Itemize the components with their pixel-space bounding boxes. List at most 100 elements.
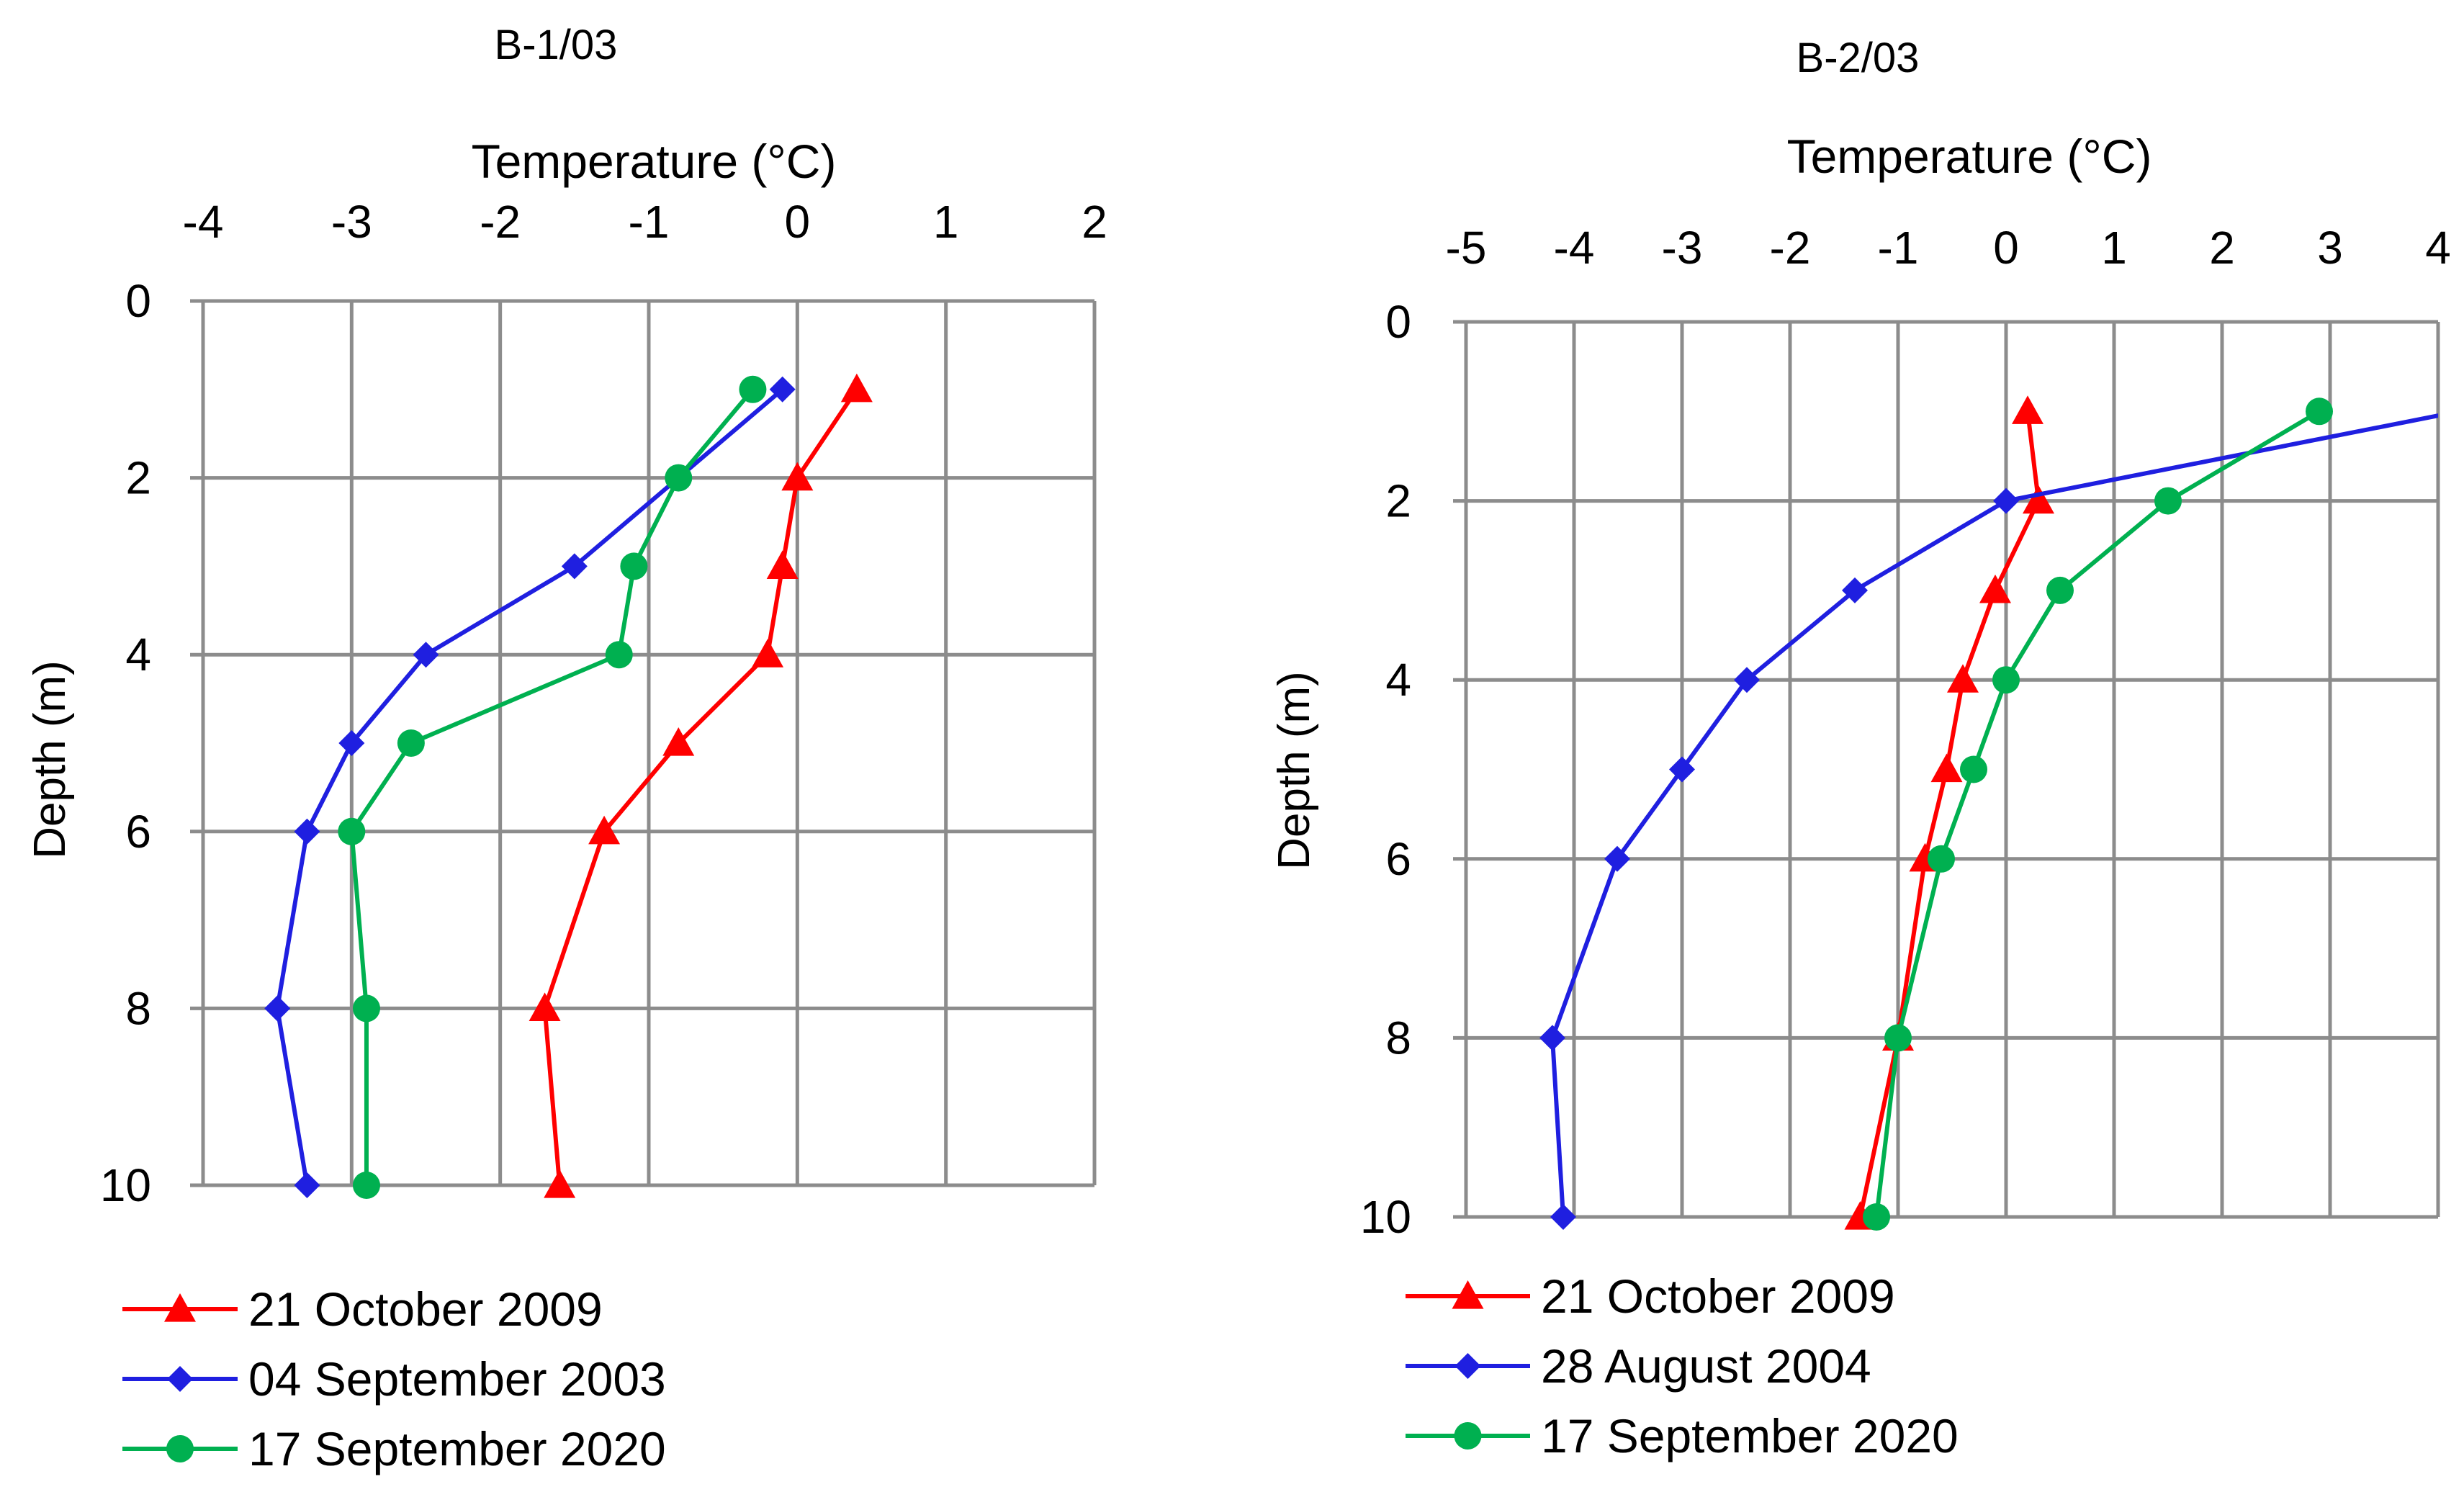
circle-marker: [338, 817, 366, 845]
diamond-marker: [1550, 1204, 1576, 1230]
x-tick-label: -3: [1662, 222, 1703, 274]
y-tick-label: 8: [1385, 1012, 1411, 1064]
x-axis-label: Temperature (°C): [1787, 130, 2152, 183]
triangle-marker: [529, 992, 561, 1021]
circle-marker: [352, 1172, 380, 1199]
circle-marker: [1884, 1024, 1912, 1052]
diamond-marker: [1604, 845, 1630, 872]
circle-marker: [1863, 1203, 1890, 1231]
diamond-marker: [1539, 1025, 1565, 1051]
legend-item: 17 September 2020: [122, 1422, 666, 1475]
triangle-marker: [781, 462, 814, 491]
diamond-marker: [167, 1366, 193, 1392]
x-tick-label: 1: [2101, 222, 2127, 274]
series-line: [1858, 410, 2041, 1218]
y-tick-labels: 0 2 4 6 8 10: [1360, 296, 1411, 1243]
series-04-september-2003: [264, 376, 796, 1198]
x-tick-label: -4: [1554, 222, 1595, 274]
circle-marker: [2306, 397, 2333, 426]
series-group: [1539, 395, 2438, 1231]
y-tick-label: 6: [125, 806, 151, 858]
legend-item: 04 September 2003: [122, 1352, 666, 1406]
circle-marker: [352, 994, 380, 1023]
y-tick-label: 6: [1385, 833, 1411, 885]
x-tick-label: 4: [2425, 222, 2451, 274]
chart-b1-03: B-1/03 Temperature (°C) Depth (m) -4 -3 -2…: [25, 22, 1107, 1475]
x-tick-label: 1: [933, 196, 959, 248]
x-tick-label: -1: [629, 196, 670, 248]
gridlines: [190, 299, 1097, 1187]
circle-marker: [2046, 576, 2074, 604]
x-tick-label: -4: [183, 196, 224, 248]
legend-label: 17 September 2020: [248, 1422, 666, 1475]
legend-label: 17 September 2020: [1541, 1409, 1959, 1462]
triangle-marker: [752, 639, 784, 668]
legend-label: 21 October 2009: [1541, 1269, 1895, 1323]
y-tick-labels: 0 2 4 6 8 10: [100, 275, 151, 1211]
x-tick-label: -1: [1878, 222, 1919, 274]
y-axis-label: Depth (m): [1269, 671, 1319, 870]
diamond-marker: [1669, 756, 1695, 783]
y-tick-label: 4: [125, 629, 151, 680]
circle-marker: [620, 552, 648, 580]
y-tick-label: 4: [1385, 654, 1411, 706]
legend: 21 October 2009 28 August 2004 17 Septembe…: [1406, 1269, 1959, 1462]
x-tick-label: -2: [1770, 222, 1811, 274]
diamond-marker: [294, 818, 320, 845]
triangle-marker: [766, 550, 799, 579]
series-28-august-2004: [1539, 413, 2438, 1230]
series-group: [264, 373, 873, 1199]
diamond-marker: [561, 553, 588, 580]
y-tick-label: 10: [100, 1159, 151, 1211]
series-21-october-2009: [529, 373, 873, 1198]
circle-marker: [1992, 666, 2020, 694]
diamond-marker: [1734, 667, 1760, 693]
legend-label: 21 October 2009: [248, 1282, 603, 1336]
triangle-marker: [588, 815, 621, 845]
diamond-marker: [769, 376, 796, 403]
circle-marker: [739, 375, 767, 403]
circle-marker: [665, 464, 693, 492]
x-tick-label: 2: [2209, 222, 2235, 274]
triangle-marker: [840, 373, 873, 403]
chart-title: B-1/03: [495, 22, 618, 68]
legend-label: 28 August 2004: [1541, 1339, 1871, 1393]
legend-item: 21 October 2009: [1406, 1269, 1895, 1323]
series-17-september-2020: [338, 375, 767, 1199]
x-tick-label: 3: [2317, 222, 2343, 274]
circle-marker: [605, 641, 633, 669]
x-tick-label: 0: [1993, 222, 2019, 274]
y-tick-label: 2: [125, 452, 151, 504]
circle-marker: [166, 1435, 194, 1462]
diamond-marker: [1454, 1353, 1481, 1379]
series-17-september-2020: [1863, 397, 2333, 1231]
series-21-october-2009: [1844, 395, 2054, 1230]
legend-item: 21 October 2009: [122, 1282, 603, 1336]
triangle-marker: [1947, 664, 1979, 693]
series-line: [275, 387, 784, 1186]
chart-b2-03: B-2/03 Temperature (°C) Depth (m) -5 -4 -3…: [1269, 35, 2451, 1462]
legend-item: 17 September 2020: [1406, 1409, 1959, 1462]
series-line: [349, 387, 755, 1185]
triangle-marker: [164, 1293, 196, 1322]
y-tick-label: 0: [1385, 296, 1411, 348]
x-tick-label: -3: [331, 196, 372, 248]
y-tick-label: 0: [125, 275, 151, 327]
x-tick-label: -2: [480, 196, 521, 248]
diamond-marker: [1842, 577, 1868, 603]
y-tick-label: 2: [1385, 475, 1411, 527]
triangle-marker: [2012, 395, 2043, 424]
circle-marker: [1960, 755, 1987, 783]
legend-label: 04 September 2003: [248, 1352, 666, 1406]
x-tick-label: -5: [1446, 222, 1487, 274]
diamond-marker: [1993, 487, 2019, 514]
y-tick-label: 8: [125, 982, 151, 1034]
series-line: [1550, 413, 2438, 1218]
diamond-marker: [413, 642, 439, 668]
chart-title: B-2/03: [1797, 35, 1920, 81]
triangle-marker: [662, 727, 695, 756]
diamond-marker: [294, 1172, 320, 1198]
y-axis-label: Depth (m): [25, 660, 75, 859]
triangle-marker: [1930, 753, 1963, 783]
